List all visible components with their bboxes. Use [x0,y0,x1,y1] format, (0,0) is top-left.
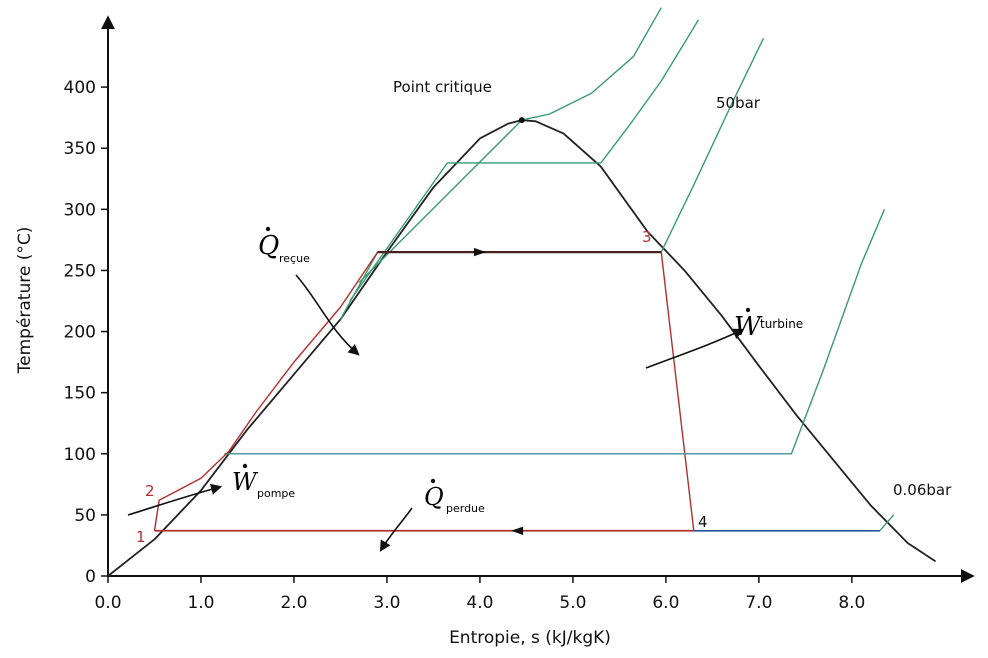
state-point-3-label: 3 [642,228,652,246]
y-tick-label: 150 [64,384,96,404]
axis-ticks: 0.0 1.0 2.0 3.0 4.0 5.0 6.0 7.0 8.0 0 50 100 150 200 2… [64,78,866,613]
annotation-arrows [127,247,745,552]
state-point-4-label: 4 [698,513,708,531]
y-tick-label: 250 [64,261,96,281]
w-pompe-label: W pompe [232,463,295,500]
q-perdue-arrow [379,507,413,552]
isobar-label-50bar: 50bar [716,94,761,112]
y-tick-label: 400 [64,78,96,98]
w-turbine-label: W turbine [734,307,803,342]
state-point-1-label: 1 [136,528,146,546]
series-isobar-5 [154,514,895,532]
x-tick-label: 5.0 [559,593,586,613]
y-tick-label: 200 [64,323,96,343]
svg-text:W: W [734,312,763,342]
state-point-2-label: 2 [145,482,155,500]
critical-point-marker [518,117,525,124]
y-tick-label: 0 [85,567,96,587]
flow-arrow-condensation [511,526,524,535]
q-recue-label: Q reçue [258,226,310,265]
x-tick-label: 4.0 [466,593,493,613]
series-cycle-6 [153,251,695,532]
svg-text:W: W [232,468,259,496]
x-tick-label: 3.0 [373,593,400,613]
q-recue-arrow [295,274,360,356]
x-tick-label: 0.0 [94,593,121,613]
x-tick-label: 8.0 [838,593,865,613]
svg-text:Q: Q [424,483,444,511]
x-tick-label: 7.0 [745,593,772,613]
x-axis-title: Entropie, s (kJ/kgK) [449,628,611,648]
y-tick-label: 100 [64,445,96,465]
series-saturation_dome-0 [107,119,937,577]
x-tick-label: 1.0 [187,593,214,613]
svg-text:pompe: pompe [257,487,295,500]
series-isobar-4 [224,209,886,455]
w-pompe-arrow [127,483,223,516]
series-isobar-1 [339,37,765,320]
flow-arrow-evaporation [473,247,486,257]
critical-point-label: Point critique [393,78,492,96]
y-axis-title: Température (°C) [15,227,35,375]
isobar-label-0-06bar: 0.06bar [893,481,952,499]
y-tick-label: 50 [74,506,96,526]
y-tick-label: 300 [64,200,96,220]
series-isobar-3 [358,7,662,284]
svg-text:reçue: reçue [279,252,310,265]
x-tick-label: 2.0 [280,593,307,613]
x-tick-label: 6.0 [652,593,679,613]
series-isobar-2 [349,19,700,302]
svg-text:perdue: perdue [446,502,485,515]
w-turbine-arrow [645,328,745,369]
q-perdue-label: Q perdue [424,478,485,515]
svg-text:turbine: turbine [760,317,803,331]
svg-text:Q: Q [258,231,279,261]
y-tick-label: 350 [64,139,96,159]
plot-curves [107,7,937,577]
